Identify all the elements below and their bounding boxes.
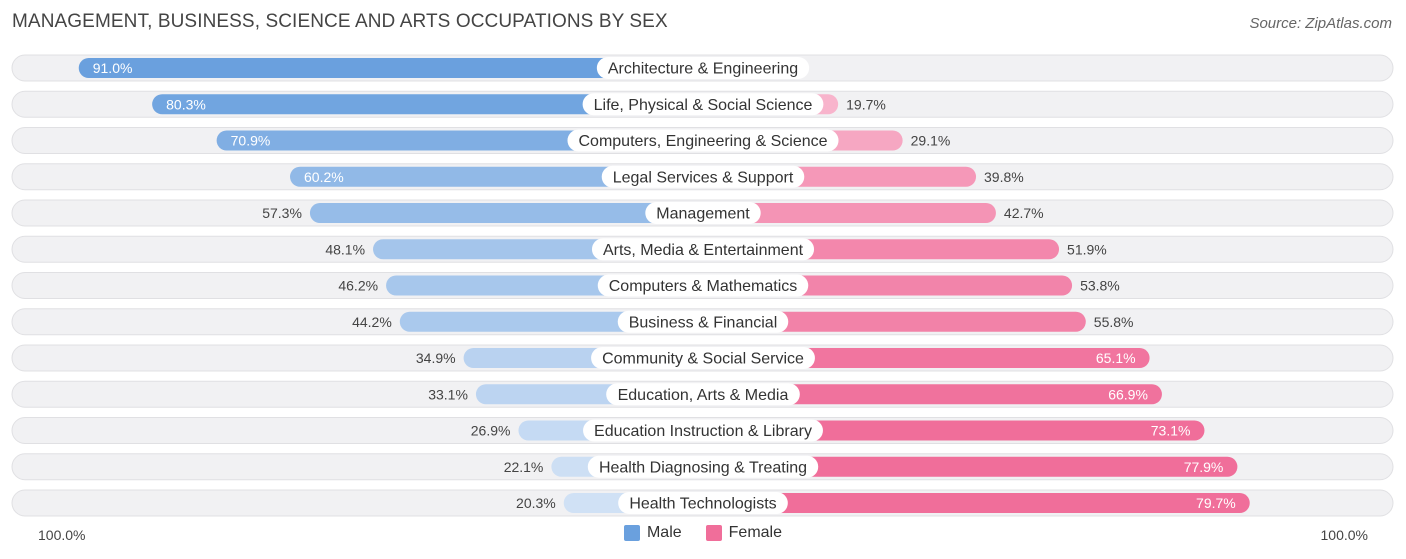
category-label: Community & Social Service [602, 351, 804, 368]
category-pill [596, 57, 810, 79]
value-label-male: 70.9% [231, 133, 271, 149]
bar-male [309, 203, 713, 223]
bar-female [693, 493, 1250, 513]
category-label: Management [656, 206, 750, 223]
category-pill [582, 93, 824, 116]
value-label-male: 20.3% [516, 495, 556, 511]
legend-swatch-female [705, 525, 722, 541]
bar-row-health-diagnosing-treating: 22.1% 77.9% Health Diagnosing & Treating [11, 453, 1394, 481]
value-label-female: 55.8% [1094, 314, 1134, 330]
category-pill [583, 419, 823, 442]
category-label: Arts, Media & Entertainment [603, 242, 804, 259]
legend-label-male: Male [646, 524, 682, 541]
category-label: Computers & Mathematics [609, 278, 798, 295]
category-pill [567, 129, 839, 152]
bar-female [693, 203, 996, 223]
axis-left-label: 100.0% [38, 527, 86, 543]
axis-right-label: 100.0% [1320, 527, 1368, 543]
value-label-female: 65.1% [1096, 350, 1136, 366]
bar-row-education-instruction-library: 26.9% 73.1% Education Instruction & Librar… [11, 417, 1394, 444]
legend-swatch-male [623, 525, 640, 541]
value-label-male: 22.1% [504, 459, 544, 475]
legend-item-male: Male [623, 524, 682, 542]
bar-row-business-financial: 44.2% 55.8% Business & Financial [11, 308, 1394, 336]
category-label: Health Technologists [629, 496, 776, 513]
value-label-female: 73.1% [1151, 423, 1191, 439]
bar-row-community-social-service: 34.9% 65.1% Community & Social Service [11, 344, 1394, 372]
legend-item-female: Female [705, 524, 783, 542]
value-label-female: 77.9% [1184, 459, 1224, 475]
value-label-male: 26.9% [471, 423, 511, 439]
category-pill [618, 492, 788, 514]
bar-male [152, 94, 714, 115]
bar-row-computers-mathematics: 46.2% 53.8% Computers & Mathematics [11, 272, 1394, 299]
source-label: Source: ZipAtlas.com [1249, 15, 1392, 32]
value-label-female: 53.8% [1080, 278, 1120, 294]
value-label-female: 29.1% [911, 133, 951, 149]
category-label: Education Instruction & Library [594, 423, 812, 440]
category-pill [587, 455, 819, 478]
category-pill [597, 274, 809, 297]
value-label-female: 51.9% [1067, 241, 1107, 257]
value-label-female: 66.9% [1108, 386, 1148, 402]
value-label-male: 46.2% [338, 278, 378, 294]
value-label-male: 91.0% [93, 60, 133, 76]
legend: Male Female [0, 524, 1406, 542]
value-label-male: 44.2% [352, 314, 392, 330]
bar-row-management: 57.3% 42.7% Management [11, 199, 1394, 227]
category-pill [601, 165, 805, 188]
bar-male [78, 58, 714, 78]
bar-row-arts-media-entertainment: 48.1% 51.9% Arts, Media & Entertainment [11, 235, 1394, 263]
value-label-female: 19.7% [846, 96, 886, 112]
chart-title: MANAGEMENT, BUSINESS, SCIENCE AND ARTS O… [12, 11, 668, 32]
category-label: Legal Services & Support [613, 169, 794, 186]
category-pill [591, 238, 815, 261]
value-label-female: 42.7% [1004, 205, 1044, 221]
value-label-male: 48.1% [325, 241, 365, 257]
category-label: Health Diagnosing & Treating [599, 459, 807, 476]
value-label-male: 34.9% [416, 350, 456, 366]
value-label-male: 60.2% [304, 169, 344, 185]
value-label-male: 80.3% [166, 96, 206, 112]
legend-label-female: Female [728, 524, 783, 541]
bar-chart: 91.0%9.0%Architecture & Engineering 80.3%… [11, 54, 1394, 517]
category-pill [606, 383, 800, 406]
category-label: Business & Financial [629, 314, 778, 331]
bar-female [693, 384, 1162, 405]
bar-row-legal-services-support: 60.2% 39.8% Legal Services & Support [11, 163, 1394, 191]
bar-row-life-physical-social-science: 80.3% 19.7% Life, Physical & Social Scienc… [11, 90, 1394, 118]
value-label-female: 79.7% [1196, 495, 1236, 511]
bar-row-architecture-engineering: 91.0%9.0%Architecture & Engineering [11, 54, 1394, 82]
category-pill [645, 202, 761, 224]
category-label: Education, Arts & Media [618, 387, 789, 404]
bar-female [693, 311, 1086, 332]
category-pill [617, 310, 789, 333]
bar-row-education-arts-media: 33.1% 66.9% Education, Arts & Media [11, 380, 1394, 408]
bar-female [693, 456, 1238, 477]
category-pill [591, 347, 815, 369]
value-label-female: 39.8% [984, 169, 1024, 185]
category-label: Life, Physical & Social Science [594, 97, 813, 114]
category-label: Architecture & Engineering [608, 61, 798, 78]
value-label-male: 57.3% [262, 205, 302, 221]
bar-row-health-technologists: 20.3% 79.7% Health Technologists [11, 489, 1394, 517]
bar-row-computers-engineering-science: 70.9% 29.1% Computers, Engineering & Scien… [11, 127, 1394, 154]
value-label-male: 33.1% [428, 386, 468, 402]
category-label: Computers, Engineering & Science [578, 133, 827, 150]
